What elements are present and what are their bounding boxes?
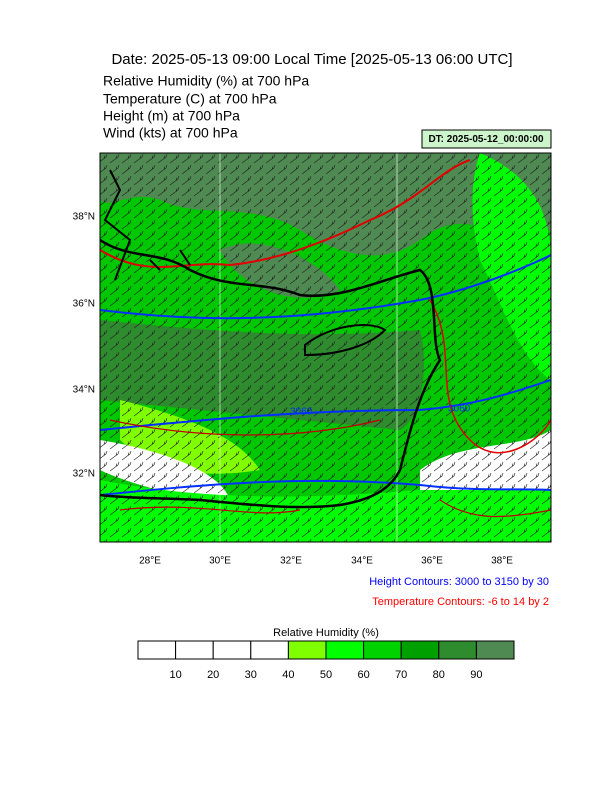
colorbar-box: [175, 640, 214, 660]
colorbar-label: 90: [470, 669, 482, 681]
lat-label: 36°N: [73, 299, 95, 310]
contour-label: 3060: [448, 404, 471, 415]
lon-label: 28°E: [139, 556, 161, 567]
lon-label: 30°E: [209, 556, 231, 567]
colorbar-label: 50: [320, 669, 332, 681]
colorbar-label: 80: [433, 669, 445, 681]
height-note: Height Contours: 3000 to 3150 by 30: [369, 576, 549, 588]
colorbar-box: [438, 640, 477, 660]
contour-label: 3060: [290, 407, 313, 418]
colorbar-box: [325, 640, 365, 660]
colorbar-box: [475, 640, 515, 660]
colorbar-label: 20: [207, 669, 219, 681]
field-label: Wind (kts) at 700 hPa: [103, 125, 238, 141]
colorbar-box: [287, 640, 327, 660]
colorbar-box: [212, 640, 252, 660]
temperature-note: Temperature Contours: -6 to 14 by 2: [372, 596, 549, 608]
lat-label: 34°N: [73, 385, 95, 396]
colorbar-label: 60: [357, 669, 369, 681]
colorbar-box: [137, 640, 177, 660]
lon-label: 32°E: [280, 556, 302, 567]
colorbar: 10 20 30 40 50 60 70 80 90: [137, 640, 515, 681]
lon-label: 38°E: [491, 556, 513, 567]
lat-label: 32°N: [73, 469, 95, 480]
field-label: Relative Humidity (%) at 700 hPa: [103, 73, 309, 89]
lon-label: 34°E: [351, 556, 373, 567]
colorbar-box: [400, 640, 440, 660]
colorbar-label: 30: [245, 669, 257, 681]
map-frame: [99, 152, 552, 543]
lon-label: 36°E: [421, 556, 443, 567]
field-label: Temperature (C) at 700 hPa: [103, 91, 277, 107]
colorbar-title: Relative Humidity (%): [273, 627, 379, 639]
lat-label: 38°N: [73, 212, 95, 223]
colorbar-box: [250, 640, 289, 660]
title: Date: 2025-05-13 09:00 Local Time [2025-…: [111, 51, 512, 68]
colorbar-box: [363, 640, 402, 660]
map: 3060 3060: [100, 153, 551, 542]
colorbar-label: 70: [395, 669, 407, 681]
colorbar-label: 40: [282, 669, 294, 681]
colorbar-label: 10: [169, 669, 181, 681]
field-label: Height (m) at 700 hPa: [103, 108, 240, 124]
dt-label: DT: 2025-05-12_00:00:00: [428, 134, 544, 145]
dt-box: [421, 129, 552, 149]
